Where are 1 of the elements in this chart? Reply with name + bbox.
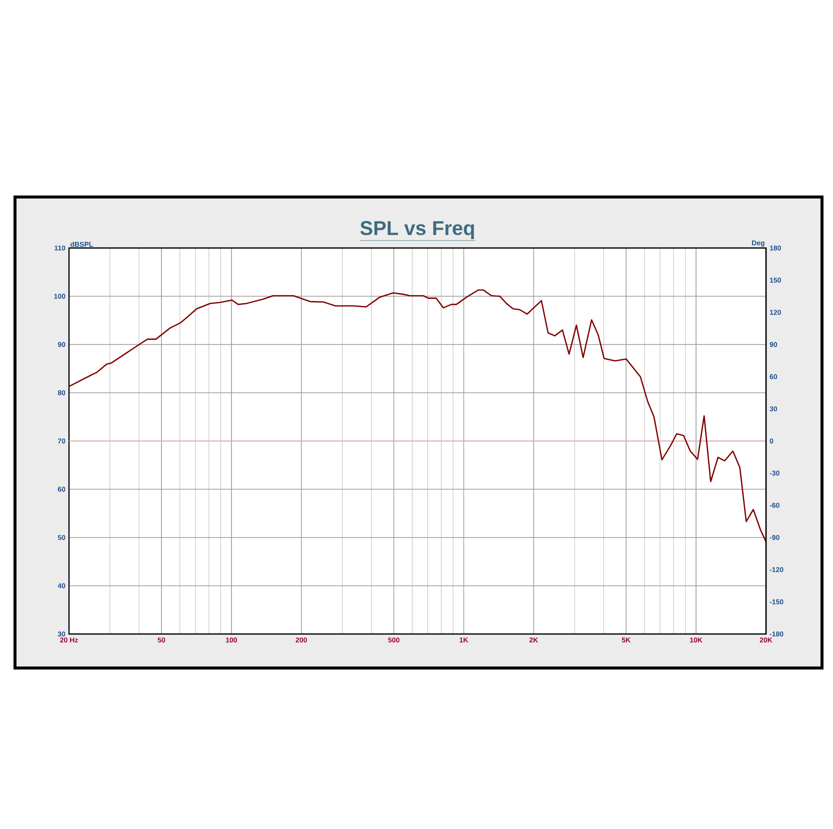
chart-title: SPL vs Freq [360, 221, 474, 240]
